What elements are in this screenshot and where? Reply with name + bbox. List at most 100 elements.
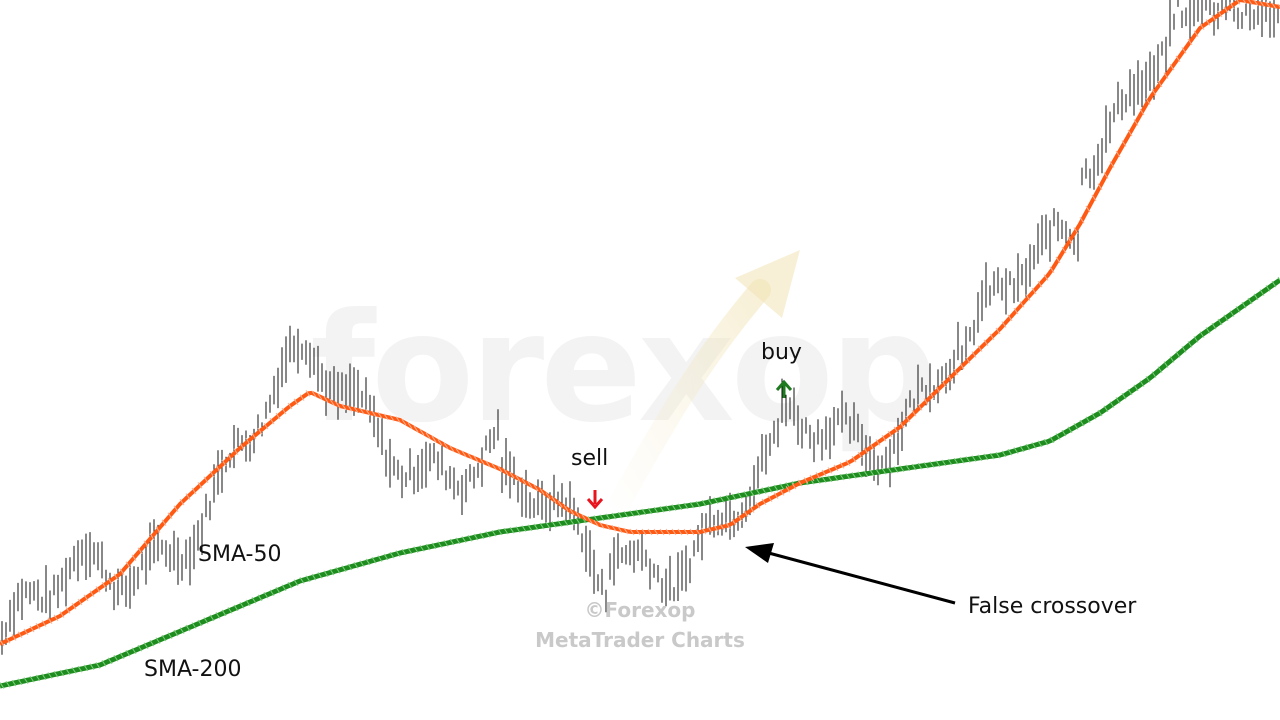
- sma-200-point: [473, 533, 479, 541]
- sma-50-point: [1181, 47, 1187, 54]
- sma-200-point: [449, 538, 455, 546]
- sma-50-point: [791, 482, 797, 490]
- sma-200-point: [947, 458, 953, 466]
- sma-50-point: [311, 390, 317, 398]
- sma-50-point: [1223, 6, 1229, 14]
- sma-50-point: [533, 484, 539, 492]
- sma-200-point: [1163, 361, 1169, 368]
- sma-50-point: [341, 403, 347, 411]
- sma-50-point: [785, 486, 791, 493]
- sma-50-point: [383, 413, 389, 421]
- sma-50-point: [65, 607, 71, 614]
- sma-50-point: [35, 622, 41, 630]
- sma-200-point: [29, 676, 35, 683]
- sma-50-point: [179, 498, 185, 506]
- sma-50-point: [113, 573, 119, 581]
- sma-200-point: [1205, 327, 1211, 334]
- sma-50-point: [695, 528, 701, 536]
- sma-50-point: [797, 479, 803, 487]
- sell-arrow-icon: [586, 490, 604, 510]
- sma-50-point: [563, 504, 569, 512]
- sma-50-point: [1205, 19, 1211, 26]
- sma-200-point: [383, 553, 389, 561]
- sma-200-point: [335, 567, 341, 574]
- sma-200-point: [419, 545, 425, 552]
- sma-200-point: [959, 457, 965, 464]
- sma-200-point: [575, 517, 581, 525]
- sma-50-point: [1013, 307, 1019, 315]
- sma-200-point: [509, 527, 515, 534]
- sma-200-point: [659, 506, 665, 513]
- sma-200-point: [635, 509, 641, 516]
- sma-200-point: [1169, 356, 1175, 363]
- sma-50-point: [941, 380, 947, 388]
- sma-200-point: [1157, 366, 1163, 373]
- sma-200-point: [101, 660, 107, 667]
- sma-200-point: [1019, 445, 1025, 453]
- sma-200-point: [605, 513, 611, 521]
- copyright-line2: MetaTrader Charts: [535, 628, 745, 652]
- sma-50-point: [449, 445, 455, 453]
- sma-200-point: [431, 542, 437, 550]
- sma-200-point: [251, 597, 257, 604]
- sma-200-point: [1127, 388, 1133, 396]
- sma-200-point: [59, 669, 65, 677]
- sma-200-point: [641, 508, 647, 516]
- sma-50-point: [1187, 38, 1193, 46]
- sma-200-point: [1211, 322, 1217, 330]
- sma-50-point: [161, 519, 167, 526]
- sma-200-point: [191, 622, 197, 629]
- sma-200-point: [71, 667, 77, 674]
- sma-50-line: [0, 0, 1280, 647]
- sma-50-point: [1091, 194, 1097, 202]
- sma-200-point: [359, 560, 365, 567]
- sma-200-point: [929, 461, 935, 468]
- sma-200-point: [887, 467, 893, 474]
- sma-50-point: [1067, 237, 1073, 244]
- sma-50-point: [995, 327, 1001, 335]
- sma-50-point: [395, 416, 401, 423]
- sma-50-point: [95, 586, 101, 593]
- sma-200-point: [773, 484, 779, 492]
- sma-200-point: [317, 572, 323, 579]
- sma-50-point: [593, 519, 599, 527]
- sma-200-point: [257, 594, 263, 602]
- sma-50-point: [1193, 30, 1199, 37]
- sma-50-point: [959, 362, 965, 370]
- copyright-line1: ©Forexop: [584, 598, 696, 622]
- sma-50-point: [53, 614, 59, 622]
- sma-50-point: [287, 402, 293, 410]
- sma-50-point: [983, 339, 989, 346]
- sma-50-point: [221, 459, 227, 467]
- sma-200-point: [1247, 297, 1253, 305]
- sma-50-point: [575, 511, 581, 519]
- watermark-arrow-icon: [599, 250, 800, 531]
- price-bars: [1, 0, 1279, 655]
- sma-200-point: [1055, 433, 1061, 440]
- sma-50-point: [143, 540, 149, 547]
- sma-50-point: [557, 500, 563, 508]
- sma-200-point: [497, 528, 503, 536]
- sma-50-point: [1259, 0, 1265, 8]
- sma-200-point: [737, 492, 743, 499]
- sma-200-point: [17, 678, 23, 686]
- sma-50-point: [239, 443, 245, 450]
- sma-200-point: [179, 627, 185, 634]
- sma-50-point: [515, 475, 521, 482]
- sma-200-point: [173, 629, 179, 637]
- sma-50-point: [989, 333, 995, 341]
- sma-50-point: [467, 453, 473, 460]
- sma-50-point: [839, 462, 845, 469]
- sma-200-point: [209, 614, 215, 622]
- sma-50-point: [167, 512, 173, 519]
- sma-50-point: [227, 454, 233, 461]
- sma-50-point: [755, 502, 761, 509]
- sma-50-point: [1199, 23, 1205, 30]
- sma-200-point: [125, 649, 131, 657]
- sma-200-label: SMA-200: [144, 657, 242, 682]
- sma-200-point: [965, 456, 971, 463]
- sma-50-point: [1229, 2, 1235, 9]
- sma-50-point: [257, 427, 263, 435]
- sma-200-point: [305, 575, 311, 583]
- sma-50-point: [1037, 280, 1043, 288]
